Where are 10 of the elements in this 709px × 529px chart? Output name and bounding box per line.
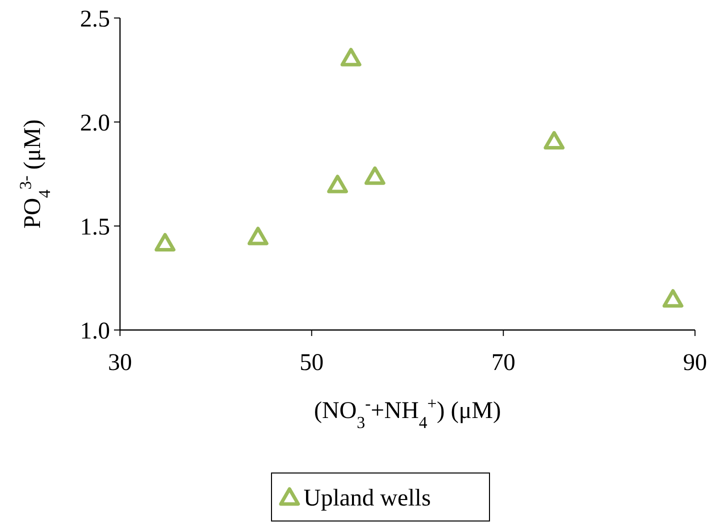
x-tick-label: 70 — [491, 350, 516, 376]
y-tick-label: 2.5 — [80, 6, 110, 32]
legend-label: Upland wells — [304, 485, 431, 512]
y-tick-label: 1.5 — [80, 214, 110, 240]
x-axis-title: (NO$_{3}$$^{-}$+NH$_{4}$$^{+}$) (μM) — [314, 394, 501, 432]
x-tick-label: 50 — [300, 350, 324, 376]
x-tick-label: 90 — [683, 350, 707, 376]
y-tick-label: 1.0 — [80, 318, 110, 344]
x-tick-label: 30 — [108, 350, 132, 376]
y-tick-label: 2.0 — [80, 110, 110, 136]
